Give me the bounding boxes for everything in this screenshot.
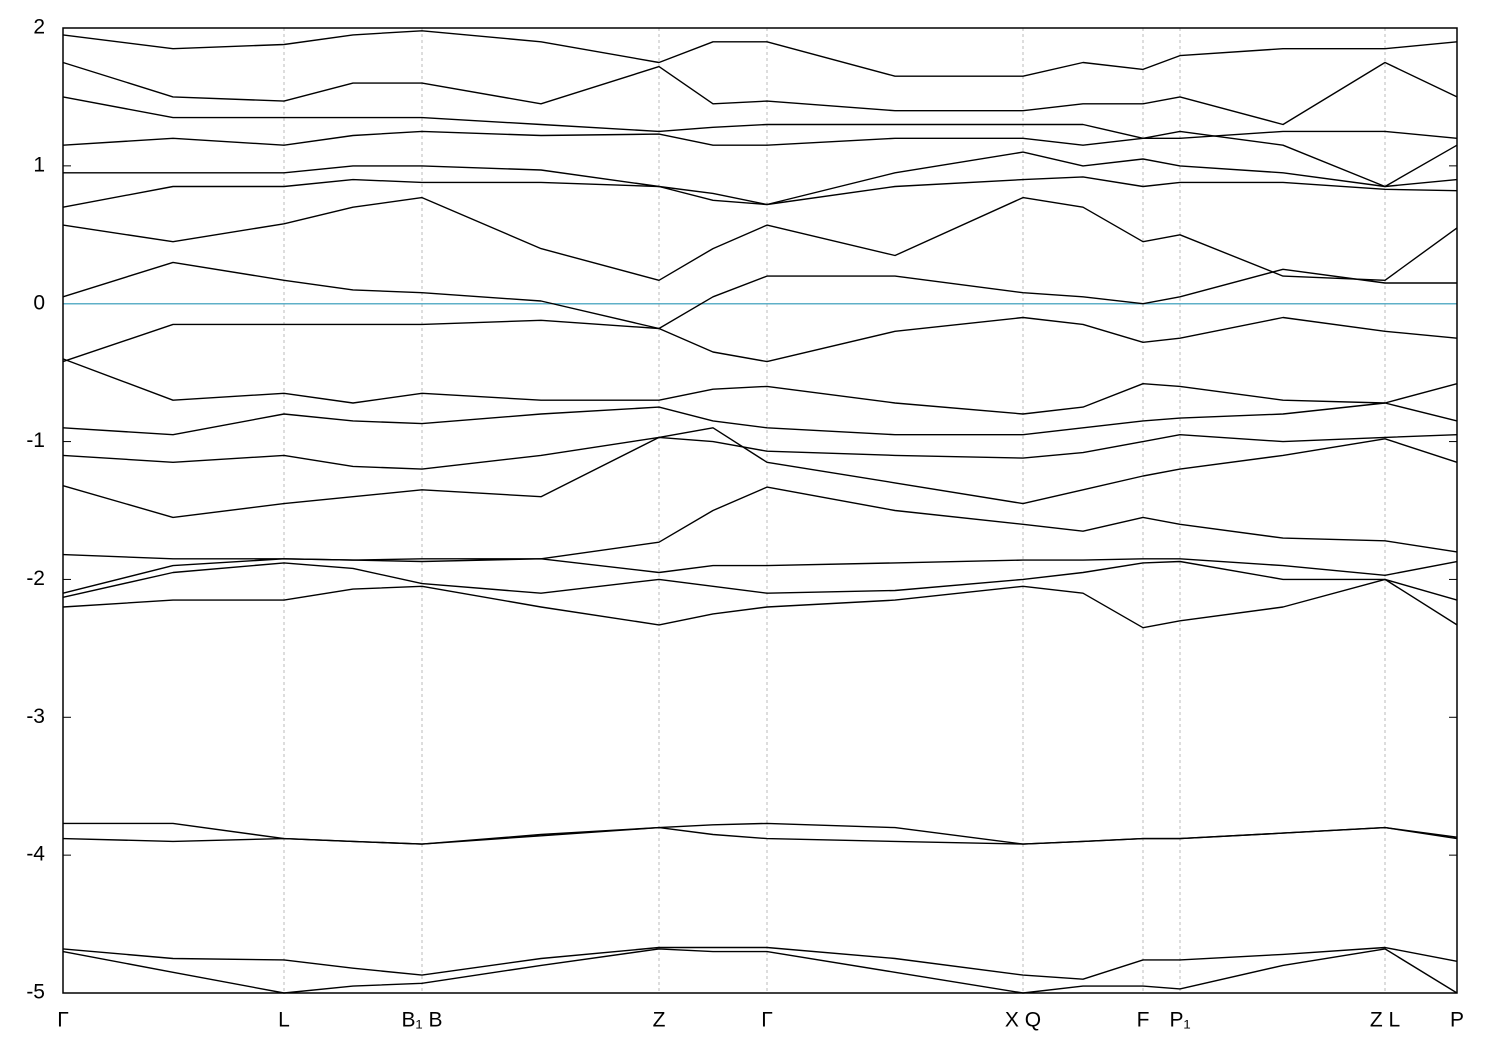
band [62, 30, 1458, 77]
band [62, 316, 1458, 363]
y-tick-label: -2 [26, 567, 45, 590]
band [62, 578, 1458, 629]
y-tick-label: -4 [26, 843, 45, 866]
plot-frame [62, 27, 1458, 994]
band [62, 358, 1458, 415]
band [62, 946, 1458, 980]
x-tick-label: P₁ [1169, 1009, 1190, 1032]
band [62, 826, 1458, 845]
band [62, 560, 1458, 601]
band [62, 486, 1458, 561]
x-tick-label: Z [653, 1009, 666, 1032]
band [62, 130, 1458, 188]
band [62, 427, 1458, 519]
band [62, 96, 1458, 139]
y-tick-label: 2 [33, 16, 45, 39]
band [62, 434, 1458, 470]
band [62, 402, 1458, 436]
band [62, 61, 1458, 126]
y-tick-label: -3 [26, 705, 45, 728]
band [62, 196, 1458, 281]
x-tick-label: F [1137, 1009, 1150, 1032]
y-tick-label: -5 [26, 981, 45, 1004]
y-tick-label: -1 [26, 429, 45, 452]
x-tick-label: X Q [1005, 1009, 1041, 1032]
x-tick-label: Γ [761, 1009, 773, 1032]
x-tick-label: B₁ B [402, 1009, 443, 1032]
band [62, 948, 1458, 994]
y-tick-label: 0 [33, 291, 45, 314]
x-tick-label: L [278, 1009, 290, 1032]
x-tick-label: Z L [1370, 1009, 1400, 1032]
x-tick-label: Γ [57, 1009, 69, 1032]
x-tick-label: P [1450, 1009, 1464, 1032]
band [62, 261, 1457, 330]
band [63, 822, 1458, 845]
y-tick-label: 1 [33, 153, 45, 176]
band [63, 151, 1458, 206]
